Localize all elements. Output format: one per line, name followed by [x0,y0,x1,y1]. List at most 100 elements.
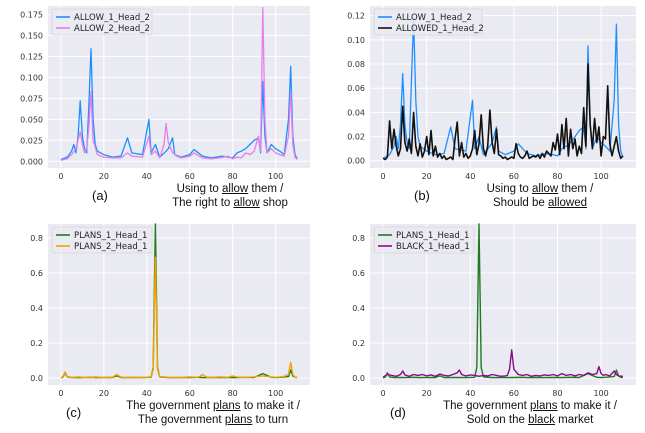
caption-keyword: plans [530,400,558,412]
y-tick-label: 0.100 [20,73,43,82]
y-tick-label: 0.025 [20,136,43,145]
y-tick-label: 0.175 [20,10,43,19]
legend-label: PLANS_2_Head_1 [74,242,147,252]
y-tick-label: 0.10 [347,36,365,45]
chart-panel-d: 0 20 40 60 80 100 0.0 0.2 0.4 0.6 0.8 PLANS_1_Head_… [352,223,636,398]
caption-keyword: allow [222,183,249,195]
panel-c-caption: The government plans to make it / The gov… [98,399,328,427]
panel-c-letter: (c) [66,405,82,420]
y-tick-label: 0.125 [20,52,43,61]
y-tick-label: 0.12 [347,12,365,21]
series-line [382,349,623,378]
x-tick-label: 100 [593,389,608,398]
caption-line: Using to allow them / [130,182,330,196]
legend-label: BLACK_1_Head_1 [396,242,470,252]
caption-text: The government [126,400,213,412]
caption-text: The government [443,400,530,412]
series-line [382,223,623,379]
x-tick-label: 80 [228,389,238,398]
caption-text: Sold on the [466,414,529,426]
legend-label: ALLOW_2_Head_2 [74,24,150,34]
caption-text: them / [558,183,594,195]
y-tick-label: 0.2 [352,339,365,348]
panel-d-letter: (d) [390,405,406,420]
y-tick-label: 0.04 [347,108,365,117]
y-tick-label: 0.075 [20,94,43,103]
legend-box [373,8,483,36]
legend-box [51,8,153,36]
y-tick-label: 0.02 [347,133,365,142]
legend-label: ALLOW_1_Head_2 [74,13,150,23]
caption-line: The government plans to make it / [420,399,640,413]
panel-d-caption: The government plans to make it / Sold on… [420,399,640,427]
caption-keyword: allow [532,183,559,195]
x-tick-label: 100 [593,172,608,181]
panel-a-caption: Using to allow them / The right to allow … [130,182,330,210]
x-tick-label: 20 [422,172,432,181]
caption-text: to make it / [557,400,617,412]
caption-text: to make it / [240,400,300,412]
y-tick-label: 0.8 [352,234,365,243]
panel-b-caption: Using to allow them / Should be allowed [450,182,630,210]
caption-text: market [554,414,594,426]
y-tick-label: 0.00 [347,157,365,166]
caption-text: them / [248,183,284,195]
x-tick-label: 20 [422,389,432,398]
y-tick-label: 0.6 [30,269,43,278]
y-tick-label: 0.4 [352,304,365,313]
caption-text: Using to [176,183,222,195]
caption-line: Using to allow them / [450,182,630,196]
x-tick-label: 60 [509,389,519,398]
x-tick-label: 20 [99,172,109,181]
x-tick-label: 20 [99,389,109,398]
panel-b-letter: (b) [414,188,430,203]
x-tick-label: 60 [185,389,195,398]
y-tick-label: 0.0 [352,374,365,383]
x-tick-label: 0 [381,389,386,398]
caption-text: shop [259,197,288,209]
caption-keyword: plans [213,400,241,412]
legend-label: ALLOWED_1_Head_2 [396,24,484,34]
caption-line: Sold on the black market [420,413,640,427]
y-tick-label: 0.150 [20,31,43,40]
x-tick-label: 40 [465,389,475,398]
caption-line: The right to allow shop [130,196,330,210]
y-tick-label: 0.06 [347,84,365,93]
x-tick-label: 0 [381,172,386,181]
caption-line: The government plans to make it / [98,399,328,413]
caption-keyword: plans [224,414,253,426]
x-tick-label: 100 [268,172,283,181]
y-tick-label: 0.050 [20,115,43,124]
y-tick-label: 0.6 [352,269,365,278]
series-line [60,256,298,379]
x-tick-label: 80 [552,172,562,181]
legend-label: ALLOW_1_Head_2 [396,13,472,23]
series-line [60,7,298,162]
x-tick-label: 60 [185,172,195,181]
y-tick-label: 0.4 [30,304,43,313]
y-tick-label: 0.0 [30,374,43,383]
x-tick-label: 80 [552,389,562,398]
x-tick-label: 40 [465,172,475,181]
x-tick-label: 60 [509,172,519,181]
chart-panel-b: 0 20 40 60 80 100 0.00 0.02 0.04 0.06 0.08 0.10 0.12… [347,6,636,181]
chart-panel-c: 0 20 40 60 80 100 0.0 0.2 0.4 0.6 0.8 PLANS_1_Head_… [30,223,310,398]
y-tick-label: 0.08 [347,60,365,69]
caption-keyword: black [528,414,555,426]
caption-text: The government [137,414,225,426]
x-tick-label: 0 [58,172,63,181]
caption-line: Should be allowed [450,196,630,210]
y-tick-label: 0.000 [20,157,43,166]
caption-keyword: allow [233,197,260,209]
caption-line: The government plans to turn [98,413,328,427]
x-tick-label: 40 [142,172,152,181]
series-line [382,63,624,161]
x-tick-label: 0 [58,389,63,398]
caption-text: to turn [252,414,289,426]
legend-label: PLANS_1_Head_1 [74,231,147,241]
